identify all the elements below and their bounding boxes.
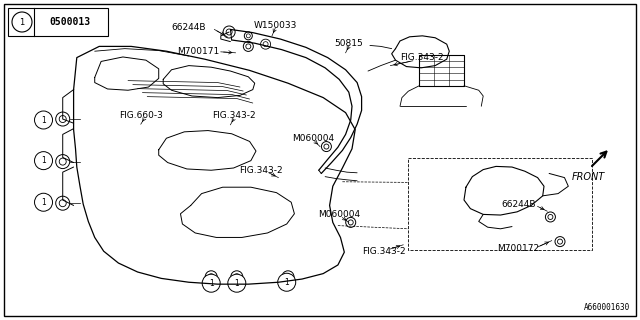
Circle shape (226, 29, 232, 35)
Text: M060004: M060004 (292, 134, 335, 143)
Circle shape (246, 44, 251, 49)
Text: W150033: W150033 (253, 21, 297, 30)
Text: M700172: M700172 (497, 244, 540, 253)
Text: M700171: M700171 (177, 47, 220, 56)
Text: 1: 1 (19, 18, 24, 27)
Circle shape (56, 112, 70, 126)
Text: FIG.343-2: FIG.343-2 (239, 166, 283, 175)
Text: FRONT: FRONT (572, 172, 605, 182)
Circle shape (246, 34, 250, 38)
Text: FIG.343-2: FIG.343-2 (362, 247, 406, 256)
Circle shape (60, 116, 66, 123)
Text: A660001630: A660001630 (584, 303, 630, 312)
Circle shape (205, 271, 217, 283)
Circle shape (346, 217, 356, 228)
Circle shape (208, 274, 214, 280)
Circle shape (348, 220, 353, 225)
Circle shape (56, 155, 70, 169)
Text: 1: 1 (234, 279, 239, 288)
Circle shape (548, 214, 553, 220)
Circle shape (223, 26, 235, 38)
Circle shape (263, 42, 268, 47)
Circle shape (557, 239, 563, 244)
Text: 66244B: 66244B (172, 23, 206, 32)
Circle shape (56, 196, 70, 210)
Circle shape (282, 271, 294, 283)
Circle shape (35, 111, 52, 129)
Circle shape (324, 144, 329, 149)
Circle shape (260, 39, 271, 49)
Circle shape (35, 152, 52, 170)
Circle shape (244, 32, 252, 40)
Text: 1: 1 (284, 278, 289, 287)
Text: 1: 1 (41, 116, 46, 124)
Circle shape (234, 274, 240, 280)
Circle shape (278, 273, 296, 291)
Text: FIG.343-2: FIG.343-2 (401, 53, 444, 62)
Text: 50815: 50815 (335, 39, 363, 48)
Text: FIG.660-3: FIG.660-3 (119, 111, 163, 120)
Circle shape (321, 141, 332, 152)
Circle shape (243, 41, 253, 52)
Circle shape (555, 236, 565, 247)
Text: M060004: M060004 (318, 210, 360, 219)
Text: 1: 1 (41, 198, 46, 207)
Circle shape (285, 274, 291, 280)
Circle shape (35, 193, 52, 211)
Circle shape (60, 200, 66, 207)
Text: 1: 1 (209, 279, 214, 288)
Text: FIG.343-2: FIG.343-2 (212, 111, 255, 120)
Circle shape (202, 274, 220, 292)
Text: 1: 1 (41, 156, 46, 165)
Text: 0500013: 0500013 (49, 17, 91, 27)
Circle shape (12, 12, 32, 32)
Circle shape (228, 274, 246, 292)
Circle shape (60, 158, 66, 165)
Circle shape (231, 271, 243, 283)
Text: 66244B: 66244B (501, 200, 536, 209)
Circle shape (545, 212, 556, 222)
